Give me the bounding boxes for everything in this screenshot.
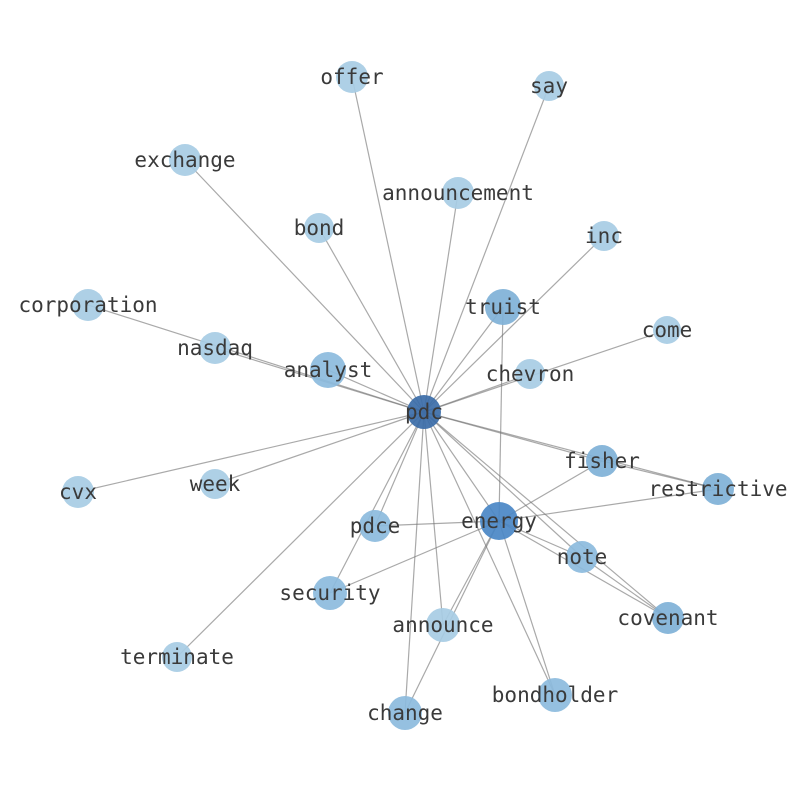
edge-pdc-energy (423, 411, 500, 522)
edge-pdc-say (423, 85, 550, 413)
node-restrictive (702, 473, 734, 505)
node-bondholder (538, 678, 572, 712)
edge-energy-fisher (498, 460, 603, 522)
node-pdc (407, 395, 441, 429)
node-change (388, 696, 422, 730)
node-fisher (586, 445, 618, 477)
node-cvx (62, 476, 94, 508)
edge-energy-restrictive (498, 488, 719, 522)
node-label-fisher: fisher (564, 449, 640, 473)
node-label-truist: truist (465, 295, 541, 319)
node-label-say: say (530, 74, 568, 98)
node-come (653, 316, 681, 344)
edge-pdc-truist (423, 306, 504, 413)
edge-pdc-inc (423, 235, 605, 413)
node-label-announcement: announcement (382, 181, 534, 205)
edge-pdc-change (404, 411, 425, 714)
node-label-offer: offer (320, 65, 383, 89)
edge-pdc-announce (423, 411, 444, 626)
node-announcement (442, 177, 474, 209)
node-note (566, 541, 598, 573)
node-label-energy: energy (461, 509, 537, 533)
edge-pdc-bondholder (423, 411, 556, 696)
node-label-analyst: analyst (284, 358, 373, 382)
label-layer: offer say exchange announcement bond inc corpo… (18, 65, 787, 725)
node-terminate (162, 642, 192, 672)
node-truist (485, 289, 521, 325)
node-label-bond: bond (294, 216, 345, 240)
node-covenant (652, 602, 684, 634)
edge-energy-truist (498, 306, 504, 522)
node-layer (62, 61, 734, 730)
edge-pdc-note (423, 411, 583, 558)
edge-energy-security (329, 520, 500, 594)
edge-pdc-terminate (176, 411, 425, 658)
edge-note-covenant (581, 556, 669, 619)
edge-pdc-offer (351, 76, 425, 413)
edge-pdc-chevron (423, 373, 531, 413)
node-label-security: security (279, 581, 380, 605)
node-label-pdc: pdc (405, 400, 443, 424)
node-label-chevron: chevron (486, 362, 575, 386)
node-corporation (72, 289, 104, 321)
node-label-note: note (557, 545, 608, 569)
node-label-corporation: corporation (18, 293, 157, 317)
edge-fisher-restrictive (601, 460, 719, 490)
node-bond (304, 213, 334, 243)
node-energy (480, 502, 518, 540)
edge-pdc-pdce (374, 411, 425, 527)
edge-pdc-come (423, 329, 668, 413)
node-inc (589, 221, 619, 251)
edge-pdc-bond (318, 227, 425, 413)
node-offer (336, 61, 368, 93)
node-security (313, 576, 347, 610)
edge-energy-announce (442, 520, 500, 626)
edge-pdc-security (329, 411, 425, 594)
node-label-pdce: pdce (350, 514, 401, 538)
edge-pdc-restrictive (423, 411, 719, 490)
node-label-inc: inc (585, 224, 623, 248)
node-label-announce: announce (392, 613, 493, 637)
node-label-terminate: terminate (120, 645, 234, 669)
node-label-nasdaq: nasdaq (177, 336, 253, 360)
edge-energy-bondholder (498, 520, 556, 696)
node-say (534, 71, 564, 101)
node-label-exchange: exchange (134, 148, 235, 172)
edge-pdc-week (214, 411, 425, 485)
node-chevron (515, 359, 545, 389)
node-label-cvx: cvx (59, 480, 97, 504)
edge-pdc-exchange (184, 159, 425, 413)
node-label-covenant: covenant (617, 606, 718, 630)
node-week (200, 469, 230, 499)
node-nasdaq (199, 332, 231, 364)
edge-pdc-cvx (77, 411, 425, 493)
node-announce (426, 608, 460, 642)
node-label-week: week (190, 472, 241, 496)
node-label-come: come (642, 318, 693, 342)
node-label-bondholder: bondholder (492, 683, 618, 707)
edge-layer (77, 76, 719, 714)
node-analyst (310, 352, 346, 388)
node-pdce (359, 510, 391, 542)
edge-pdc-corporation (87, 304, 425, 413)
node-label-change: change (367, 701, 443, 725)
edge-energy-pdce (374, 520, 500, 527)
edge-pdc-announcement (423, 192, 459, 413)
node-label-restrictive: restrictive (648, 477, 787, 501)
edge-pdc-covenant (423, 411, 669, 619)
node-exchange (169, 144, 201, 176)
